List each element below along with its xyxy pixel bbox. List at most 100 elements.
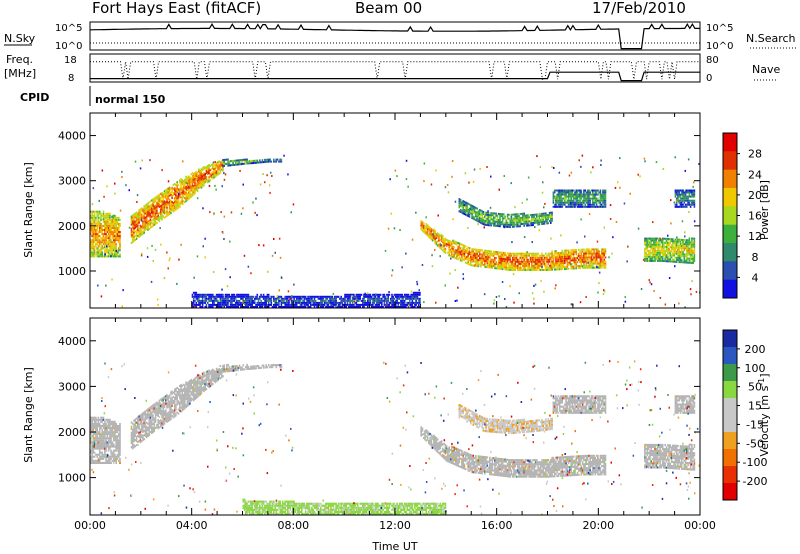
power-cell bbox=[229, 164, 232, 167]
power-cell bbox=[115, 245, 117, 248]
power-cell bbox=[205, 299, 208, 302]
power-cell bbox=[499, 257, 501, 260]
power-cell bbox=[513, 266, 515, 269]
power-cell bbox=[531, 224, 533, 227]
power-cell bbox=[294, 299, 297, 302]
power-cell bbox=[557, 260, 560, 263]
power-cell bbox=[426, 226, 429, 229]
power-cell bbox=[119, 224, 121, 227]
power-cell bbox=[238, 299, 241, 302]
power-cell bbox=[654, 259, 656, 262]
power-cell bbox=[693, 201, 696, 204]
power-cell bbox=[104, 251, 106, 254]
power-cell bbox=[358, 299, 360, 302]
power-cell bbox=[177, 188, 180, 191]
power-cell bbox=[417, 293, 420, 296]
power-cell bbox=[679, 199, 682, 202]
power-cell bbox=[218, 301, 220, 304]
power-cell bbox=[505, 262, 508, 265]
power-cell bbox=[377, 299, 379, 302]
power-cell bbox=[139, 234, 142, 237]
power-cell bbox=[243, 299, 246, 302]
power-cell bbox=[433, 234, 435, 237]
power-cell bbox=[204, 293, 206, 296]
power-cell bbox=[527, 262, 529, 265]
power-cell bbox=[130, 241, 133, 244]
power-cell bbox=[311, 303, 313, 306]
power-cell bbox=[299, 301, 302, 304]
power-cell bbox=[484, 265, 486, 268]
power-cell bbox=[571, 249, 574, 252]
power-cell bbox=[232, 164, 234, 166]
power-cell bbox=[322, 297, 325, 300]
power-cell bbox=[598, 262, 600, 265]
power-cell bbox=[567, 189, 570, 192]
power-cell bbox=[598, 205, 600, 208]
power-cell bbox=[299, 306, 302, 308]
power-cell bbox=[458, 206, 461, 209]
power-cell bbox=[491, 262, 494, 265]
power-cell bbox=[688, 191, 691, 194]
power-cell bbox=[491, 254, 494, 257]
power-cell bbox=[416, 297, 419, 300]
power-cell bbox=[200, 174, 203, 177]
power-cell bbox=[102, 237, 105, 240]
power-cell bbox=[450, 255, 453, 258]
power-cell bbox=[147, 208, 149, 211]
power-cell bbox=[168, 194, 171, 197]
power-cell bbox=[143, 213, 145, 216]
power-cell bbox=[575, 257, 578, 260]
power-cell bbox=[490, 222, 492, 225]
power-cell bbox=[433, 238, 435, 241]
power-cell bbox=[186, 197, 189, 199]
power-cell bbox=[303, 295, 306, 298]
power-cell bbox=[686, 251, 688, 254]
power-cell bbox=[236, 161, 238, 164]
power-cell bbox=[445, 245, 448, 247]
power-cell bbox=[557, 193, 560, 196]
power-cell bbox=[93, 231, 96, 233]
power-cell bbox=[298, 306, 300, 308]
power-cell bbox=[91, 222, 93, 225]
power-cell bbox=[379, 293, 382, 296]
power-cell bbox=[425, 233, 428, 236]
power-cell bbox=[115, 253, 117, 256]
power-noise-cell bbox=[543, 206, 545, 209]
power-noise-cell bbox=[268, 184, 271, 187]
power-cell bbox=[320, 299, 322, 302]
power-cell bbox=[356, 293, 359, 296]
power-cell bbox=[293, 303, 295, 306]
power-cell bbox=[266, 306, 269, 308]
power-cell bbox=[267, 299, 270, 302]
power-cell bbox=[306, 303, 308, 306]
power-cell bbox=[509, 254, 511, 257]
power-cell bbox=[481, 249, 483, 252]
power-noise-cell bbox=[555, 284, 557, 287]
power-cell bbox=[592, 262, 594, 265]
power-cell bbox=[386, 306, 388, 308]
power-cell bbox=[256, 306, 259, 308]
power-noise-cell bbox=[405, 252, 407, 255]
power-cell bbox=[96, 237, 98, 240]
power-cell bbox=[518, 217, 520, 220]
power-cell bbox=[505, 219, 508, 222]
power-cell bbox=[680, 255, 683, 258]
power-cell bbox=[505, 266, 508, 269]
power-cell bbox=[196, 185, 199, 188]
power-cell bbox=[522, 216, 524, 219]
power-cell bbox=[217, 306, 219, 308]
power-cell bbox=[580, 191, 583, 194]
power-cell bbox=[96, 253, 98, 256]
power-cell bbox=[692, 260, 694, 262]
power-cell bbox=[166, 204, 168, 207]
power-cell bbox=[682, 261, 684, 264]
power-cell bbox=[511, 223, 514, 226]
power-cell bbox=[420, 224, 422, 227]
power-cell bbox=[510, 264, 513, 267]
power-cell bbox=[152, 200, 154, 203]
power-cell bbox=[561, 197, 564, 200]
power-cell bbox=[423, 226, 425, 229]
power-cell bbox=[368, 297, 370, 300]
power-cell bbox=[528, 254, 530, 257]
power-cell bbox=[407, 301, 410, 304]
